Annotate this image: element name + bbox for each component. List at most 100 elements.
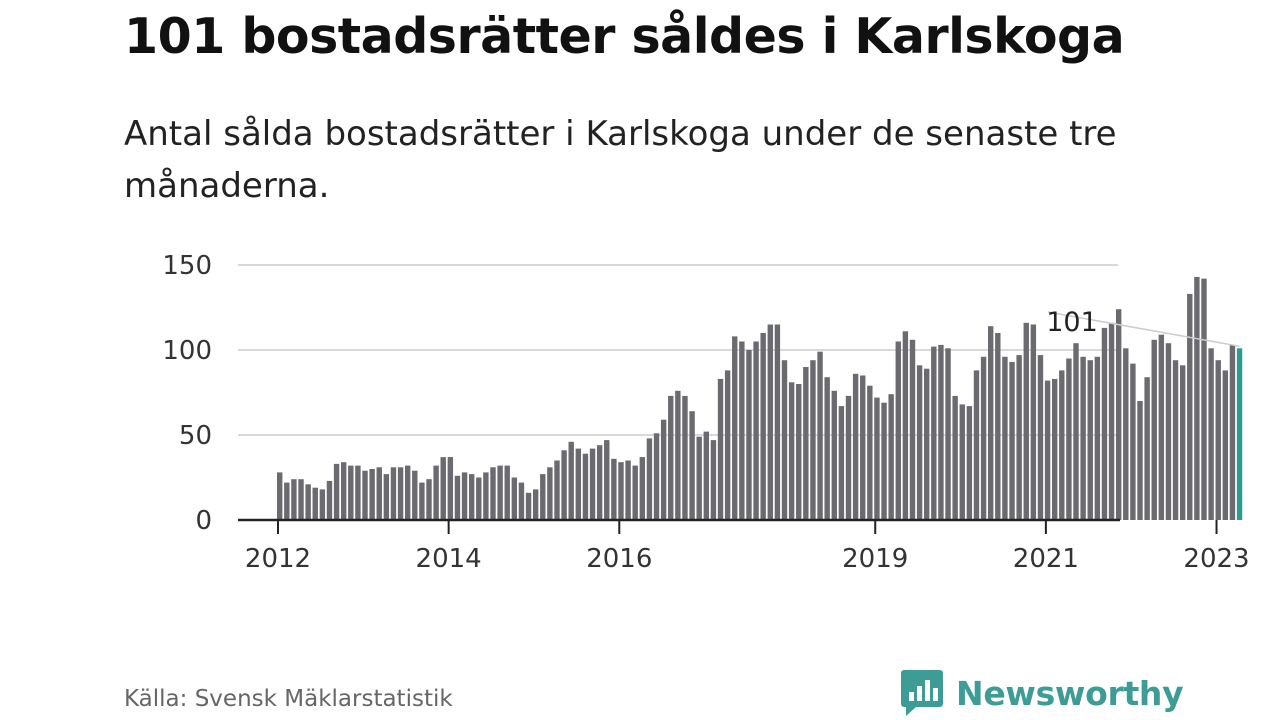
- bar: [753, 341, 759, 520]
- bar: [390, 467, 397, 520]
- bar: [703, 431, 709, 520]
- x-tick-label: 2023: [1183, 544, 1249, 574]
- bar: [611, 458, 617, 520]
- bar: [767, 324, 773, 520]
- bar: [461, 472, 468, 520]
- x-tick-label: 2012: [245, 544, 311, 574]
- bar: [1009, 361, 1015, 520]
- bar: [1030, 324, 1037, 520]
- brand-name: Newsworthy: [956, 673, 1184, 713]
- bar: [646, 438, 653, 520]
- bar: [988, 326, 994, 520]
- bar: [924, 368, 930, 520]
- bar: [817, 351, 823, 520]
- bar: [781, 360, 788, 520]
- bar: [632, 465, 638, 520]
- highlight-data-label: 101: [1046, 307, 1098, 338]
- bar: [1123, 348, 1129, 520]
- bar: [980, 356, 987, 520]
- bar: [1051, 378, 1058, 520]
- bar: [383, 474, 390, 520]
- bar: [1158, 334, 1165, 520]
- bar-chart: 0 50 100 150 2012 2014 2016 2019 2021 2023 101: [162, 251, 1249, 574]
- bar: [824, 377, 830, 520]
- bar: [831, 390, 837, 520]
- bar: [1179, 365, 1186, 520]
- bar: [1144, 377, 1150, 520]
- bar: [717, 378, 724, 520]
- bar: [682, 395, 688, 520]
- bar: [739, 341, 745, 520]
- bar: [1201, 278, 1207, 520]
- bar: [874, 397, 880, 520]
- x-tick-label: 2016: [586, 544, 652, 574]
- bar: [1137, 401, 1143, 520]
- bar: [788, 382, 795, 520]
- bar: [483, 472, 489, 520]
- bar: [291, 479, 297, 520]
- bar: [277, 472, 283, 520]
- bar: [1165, 343, 1172, 520]
- bar: [1023, 322, 1029, 520]
- bar: [1059, 370, 1065, 520]
- x-tick-label: 2019: [842, 544, 908, 574]
- bar: [1222, 370, 1229, 520]
- bar: [447, 457, 454, 520]
- bar: [1044, 380, 1051, 520]
- bar: [852, 373, 859, 520]
- bar: [312, 487, 318, 520]
- bar: [625, 460, 631, 520]
- bar: [995, 333, 1001, 520]
- bar: [810, 360, 816, 520]
- bar: [1073, 343, 1079, 520]
- bar: [803, 367, 809, 520]
- highlight-bar: [1236, 348, 1243, 520]
- bar: [959, 404, 965, 520]
- y-tick-label: 100: [162, 336, 212, 366]
- bar: [1208, 348, 1214, 520]
- bar: [653, 433, 660, 520]
- y-tick-label: 0: [195, 506, 212, 536]
- bar: [511, 477, 518, 520]
- bar: [604, 440, 610, 520]
- bar: [916, 365, 923, 520]
- y-tick-label: 50: [179, 421, 212, 451]
- bar: [532, 489, 539, 520]
- bar: [1101, 327, 1108, 520]
- bar: [454, 475, 461, 520]
- bar: [838, 406, 845, 520]
- bar: [760, 333, 766, 520]
- bar: [568, 441, 574, 520]
- bar: [909, 339, 916, 520]
- bar: [440, 457, 446, 520]
- chart-subtitle: Antal sålda bostadsrätter i Karlskoga un…: [124, 114, 1117, 206]
- bar: [362, 470, 368, 520]
- bar: [732, 336, 738, 520]
- bar: [1066, 358, 1072, 520]
- bar: [888, 394, 894, 520]
- bar: [319, 489, 326, 520]
- bar: [867, 385, 873, 520]
- bar: [902, 331, 909, 520]
- bar: [476, 477, 482, 520]
- bar: [589, 448, 596, 520]
- source-note: Källa: Svensk Mäklarstatistik: [124, 686, 453, 712]
- bar: [433, 465, 439, 520]
- bar: [582, 453, 589, 520]
- chart-title: 101 bostadsrätter såldes i Karlskoga: [124, 8, 1125, 65]
- bar: [426, 479, 432, 520]
- bar: [490, 467, 496, 520]
- bar: [724, 370, 731, 520]
- bar: [1037, 355, 1044, 520]
- bar: [966, 406, 973, 520]
- bar: [596, 445, 603, 520]
- bar: [660, 419, 667, 520]
- bar: [973, 370, 980, 520]
- y-tick-label: 150: [162, 251, 212, 281]
- bar: [575, 448, 582, 520]
- x-tick-label: 2021: [1013, 544, 1079, 574]
- bar: [404, 465, 411, 520]
- bar: [938, 344, 944, 520]
- bar: [518, 482, 525, 520]
- bar: [468, 474, 475, 520]
